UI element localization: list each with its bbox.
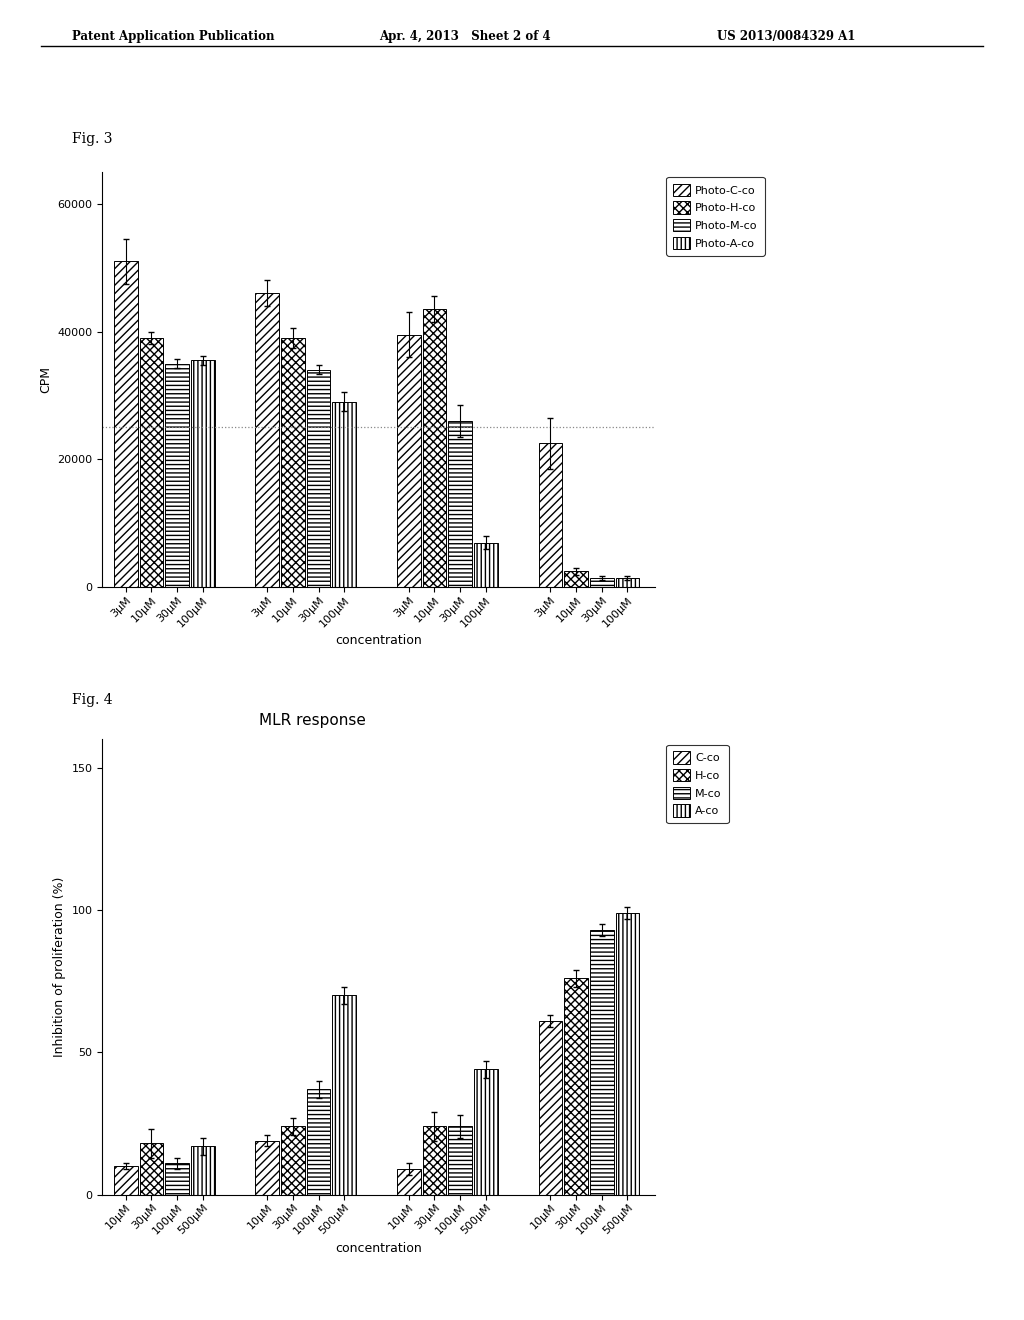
Bar <box>165 363 188 587</box>
Bar <box>255 293 280 587</box>
Bar <box>307 370 331 587</box>
Y-axis label: CPM: CPM <box>39 366 52 393</box>
Bar <box>165 1163 188 1195</box>
Bar <box>474 543 498 587</box>
Bar <box>114 261 137 587</box>
Bar <box>139 1143 163 1195</box>
Bar <box>397 335 421 587</box>
X-axis label: concentration: concentration <box>336 1242 422 1254</box>
Y-axis label: Inhibition of proliferation (%): Inhibition of proliferation (%) <box>53 876 67 1057</box>
Bar <box>539 444 562 587</box>
Bar <box>564 572 588 587</box>
Bar <box>190 360 215 587</box>
Bar <box>615 578 639 587</box>
Bar <box>333 401 356 587</box>
Bar <box>190 1146 215 1195</box>
Title: MLR response: MLR response <box>259 713 366 729</box>
Text: US 2013/0084329 A1: US 2013/0084329 A1 <box>717 30 855 44</box>
Bar <box>615 913 639 1195</box>
Bar <box>449 421 472 587</box>
Text: Apr. 4, 2013   Sheet 2 of 4: Apr. 4, 2013 Sheet 2 of 4 <box>379 30 551 44</box>
Bar <box>282 1126 305 1195</box>
X-axis label: concentration: concentration <box>336 635 422 647</box>
Bar <box>307 1089 331 1195</box>
Bar <box>255 1140 280 1195</box>
Text: Fig. 3: Fig. 3 <box>72 132 113 147</box>
Bar <box>590 929 613 1195</box>
Bar <box>449 1126 472 1195</box>
Bar <box>423 1126 446 1195</box>
Legend: C-co, H-co, M-co, A-co: C-co, H-co, M-co, A-co <box>667 744 728 824</box>
Bar <box>423 309 446 587</box>
Bar <box>139 338 163 587</box>
Legend: Photo-C-co, Photo-H-co, Photo-M-co, Photo-A-co: Photo-C-co, Photo-H-co, Photo-M-co, Phot… <box>667 177 765 256</box>
Bar <box>474 1069 498 1195</box>
Bar <box>564 978 588 1195</box>
Bar <box>282 338 305 587</box>
Text: Patent Application Publication: Patent Application Publication <box>72 30 274 44</box>
Bar <box>397 1170 421 1195</box>
Bar <box>333 995 356 1195</box>
Bar <box>539 1020 562 1195</box>
Bar <box>590 578 613 587</box>
Text: Fig. 4: Fig. 4 <box>72 693 113 708</box>
Bar <box>114 1166 137 1195</box>
